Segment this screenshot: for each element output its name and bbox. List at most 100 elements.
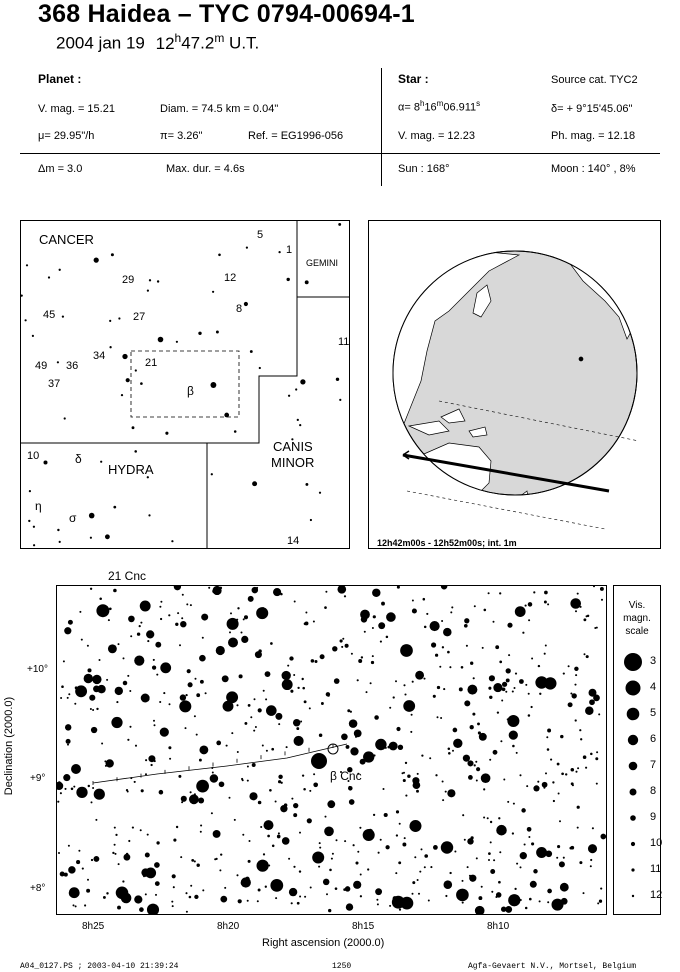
- finder-star: [278, 250, 281, 254]
- field-star: [87, 668, 92, 673]
- field-star: [247, 859, 251, 863]
- field-star: [588, 688, 597, 697]
- finder-star: [24, 319, 27, 322]
- field-star: [304, 895, 307, 898]
- finder-label: 14: [287, 535, 299, 547]
- field-star: [113, 826, 116, 829]
- field-star: [365, 691, 368, 694]
- field-star: [330, 857, 333, 860]
- field-star: [271, 747, 275, 751]
- field-star: [508, 730, 518, 740]
- field-star: [147, 640, 150, 643]
- finder-star: [140, 382, 143, 385]
- field-star: [67, 619, 73, 625]
- y-tick: +8°: [30, 883, 46, 894]
- field-star: [96, 604, 110, 618]
- footer-file-info: A04_0127.PS ; 2003-04-10 21:39:24: [20, 962, 179, 971]
- field-star: [348, 799, 355, 805]
- finder-label: 21: [145, 357, 157, 369]
- field-star: [117, 643, 120, 646]
- field-star: [59, 871, 65, 877]
- field-star: [304, 621, 309, 626]
- field-star: [519, 866, 522, 869]
- finder-star: [25, 264, 29, 267]
- planet-motion: μ= 29.95"/h: [38, 130, 95, 142]
- field-star: [171, 905, 174, 908]
- field-star: [254, 726, 257, 728]
- field-star: [441, 780, 444, 783]
- info-column-divider: [381, 68, 382, 186]
- field-star: [505, 905, 513, 913]
- field-star: [467, 684, 478, 695]
- field-star: [318, 733, 323, 737]
- field-star: [181, 617, 184, 620]
- finder-star: [31, 334, 34, 337]
- field-star: [191, 859, 195, 862]
- field-star: [99, 597, 102, 601]
- field-star: [353, 729, 362, 738]
- field-star: [136, 632, 141, 636]
- field-star: [84, 904, 87, 907]
- finder-star: [131, 426, 135, 430]
- field-star: [507, 800, 510, 803]
- field-star: [67, 743, 69, 746]
- field-star: [68, 866, 76, 874]
- field-star: [334, 887, 338, 891]
- star-vmag: V. mag. = 12.23: [398, 130, 475, 142]
- field-star: [226, 617, 239, 630]
- field-star: [499, 660, 503, 664]
- field-star: [209, 774, 219, 783]
- field-star: [400, 896, 414, 910]
- finder-label: 37: [48, 378, 60, 390]
- field-star: [271, 844, 275, 848]
- field-star: [585, 615, 588, 618]
- field-star: [339, 639, 343, 643]
- field-star: [489, 841, 492, 844]
- field-star: [193, 715, 196, 718]
- field-star: [80, 638, 83, 641]
- field-star: [422, 597, 426, 601]
- field-star: [516, 862, 519, 865]
- field-star: [263, 820, 274, 831]
- star-source-catalog: Source cat. TYC2: [551, 74, 638, 86]
- field-star: [303, 700, 307, 704]
- field-star: [474, 905, 485, 914]
- info-divider: [20, 153, 660, 154]
- field-star: [559, 882, 569, 892]
- field-star: [480, 773, 491, 784]
- field-star: [188, 794, 199, 805]
- target-star-label: β Cnc: [330, 769, 362, 783]
- field-star: [541, 781, 548, 788]
- field-star: [313, 773, 316, 776]
- field-star: [353, 880, 362, 889]
- finder-star: [211, 290, 215, 293]
- field-star: [519, 852, 527, 860]
- finder-label: 49: [35, 360, 47, 372]
- field-star: [430, 866, 433, 869]
- field-star: [300, 720, 303, 723]
- field-star: [86, 644, 89, 647]
- field-star: [576, 805, 580, 809]
- field-star: [544, 644, 547, 647]
- field-star: [156, 841, 160, 845]
- field-star: [101, 742, 104, 745]
- field-star: [375, 738, 387, 751]
- field-star: [107, 644, 117, 654]
- field-star: [296, 901, 300, 905]
- y-tick: +9°: [30, 773, 46, 784]
- finder-star: [120, 393, 124, 397]
- field-star: [179, 644, 181, 647]
- field-star: [177, 612, 180, 615]
- field-star: [251, 586, 259, 594]
- field-star: [404, 761, 408, 765]
- field-star: [61, 685, 64, 688]
- field-star: [451, 606, 454, 609]
- magnitude-level-label: 7: [650, 759, 657, 771]
- field-star: [225, 744, 228, 747]
- field-star: [240, 631, 243, 634]
- field-star: [63, 774, 71, 782]
- field-star: [577, 767, 580, 770]
- finder-star: [210, 382, 217, 388]
- finder-label: 8: [236, 303, 242, 315]
- x-tick: 8h25: [82, 921, 105, 932]
